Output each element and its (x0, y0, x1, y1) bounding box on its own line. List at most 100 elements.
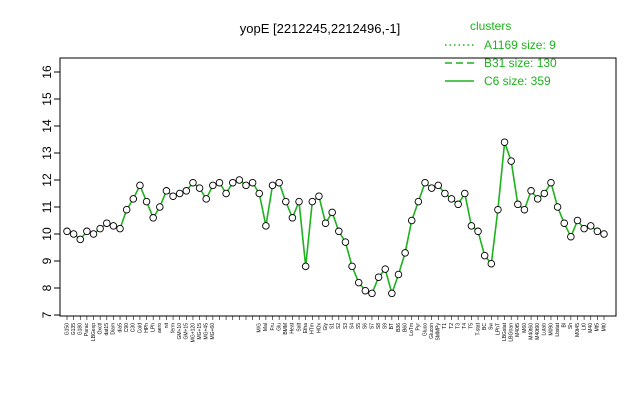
x-tick-label: M0t45 (575, 323, 581, 337)
x-tick-label: S7 (369, 323, 375, 329)
data-point (275, 178, 283, 187)
data-point (96, 224, 104, 233)
x-tick-label: MG+120 (190, 323, 196, 343)
x-tick-label: LBGexp (91, 323, 97, 341)
x-tick-label: M40t60 (528, 323, 534, 340)
data-point (374, 273, 383, 281)
data-point (454, 200, 462, 209)
x-tick-label: Lbstat (555, 322, 561, 336)
x-tick-label: MG+15 (197, 323, 203, 340)
data-point (560, 219, 568, 227)
x-tick-label: S1 (330, 323, 336, 329)
data-point (388, 289, 396, 298)
x-tick-label: Gly (323, 323, 329, 331)
data-point (182, 187, 191, 195)
x-tick-label: LPh (151, 323, 157, 332)
x-tick-label: C30 (131, 323, 137, 332)
data-point (282, 197, 290, 206)
x-tick-label: S3 (343, 323, 349, 329)
x-tick-label: T3 (455, 323, 461, 329)
data-point (361, 286, 370, 295)
data-point (142, 197, 151, 206)
data-point (441, 189, 449, 198)
x-tick-label: S6 (363, 323, 369, 329)
data-point (262, 222, 270, 230)
data-point (341, 238, 350, 246)
data-point (593, 227, 602, 236)
x-tick-label: MG+45 (204, 323, 210, 340)
x-tick-label: LBGtran (509, 323, 515, 342)
x-tick-label: S5 (356, 323, 362, 329)
data-point (600, 230, 608, 238)
data-point (434, 181, 443, 190)
x-tick-label: Oxctl (97, 323, 103, 334)
data-point (407, 216, 416, 225)
x-tick-label: Sh (568, 323, 574, 329)
data-point (308, 197, 317, 206)
y-tick-label: 16 (40, 65, 54, 79)
data-point (354, 278, 363, 287)
data-point (76, 235, 85, 244)
data-point (315, 192, 323, 200)
data-point (255, 189, 264, 198)
data-point (381, 265, 389, 273)
legend: clusters A1169 size: 9 B31 size: 130 C6 … (445, 19, 557, 88)
y-tick-label: 14 (40, 119, 54, 133)
data-point (573, 216, 582, 225)
x-tick-label: G180 (78, 323, 84, 335)
data-point (83, 227, 91, 236)
x-tick-label: M40t90 (535, 323, 541, 340)
x-tick-label: Cold (137, 323, 143, 334)
y-tick-label: 9 (40, 257, 54, 264)
x-tick-label: HTm (310, 323, 316, 334)
legend-entry-b31: B31 size: 130 (484, 56, 557, 70)
x-tick-label: Salt (296, 322, 302, 331)
x-tick-label: M40 (588, 323, 594, 333)
data-point (209, 181, 217, 190)
data-point (228, 178, 237, 187)
data-point (295, 197, 303, 206)
data-point (288, 214, 297, 222)
plot-frame (59, 57, 617, 317)
data-point (335, 227, 343, 236)
data-point (427, 184, 436, 192)
data-point (487, 259, 496, 268)
x-tick-label: T2 (449, 323, 455, 329)
x-tick-label: BMM (283, 323, 289, 335)
data-point (540, 189, 549, 198)
x-tick-label: G150 (64, 323, 70, 335)
x-tick-label: G135 (71, 323, 77, 335)
data-point (195, 184, 204, 192)
x-tick-label: SMMPy (436, 323, 442, 341)
legend-entry-c6: C6 size: 359 (484, 74, 551, 88)
x-tick-label: S4 (349, 323, 355, 329)
x-axis: G150 G135 G180 Parac LBGexp Oxctl dat15 Diam dia… (64, 316, 607, 342)
x-tick-label: T4 (462, 323, 468, 329)
data-point (414, 197, 423, 206)
y-tick-label: 8 (40, 284, 54, 291)
data-point (480, 251, 489, 260)
data-point (122, 205, 131, 214)
data-point (328, 208, 336, 217)
x-tick-label: T5 (469, 323, 475, 329)
data-point (136, 181, 144, 190)
x-tick-label: dat15 (104, 323, 110, 336)
data-point (116, 224, 124, 233)
x-tick-label: M/G (257, 323, 263, 333)
x-tick-label: Mt0 (601, 323, 607, 332)
x-tick-label: T-stat (475, 322, 481, 335)
x-tick-label: GM+15 (184, 323, 190, 340)
x-tick-label: Pyr (416, 323, 422, 331)
x-tick-label: Gluco (422, 323, 428, 336)
chart-title: yopE [2212245,2212496,-1] (240, 21, 400, 36)
data-point (156, 203, 164, 211)
x-tick-label: HOx (316, 323, 322, 334)
data-point (547, 178, 555, 187)
data-point (394, 270, 403, 279)
x-tick-label: M090 (548, 323, 554, 336)
x-tick-label: ferm (170, 323, 176, 333)
data-point (109, 222, 118, 230)
x-tick-label: BT (389, 323, 395, 329)
x-tick-label: GM+10 (177, 323, 183, 340)
data-point (69, 230, 78, 238)
